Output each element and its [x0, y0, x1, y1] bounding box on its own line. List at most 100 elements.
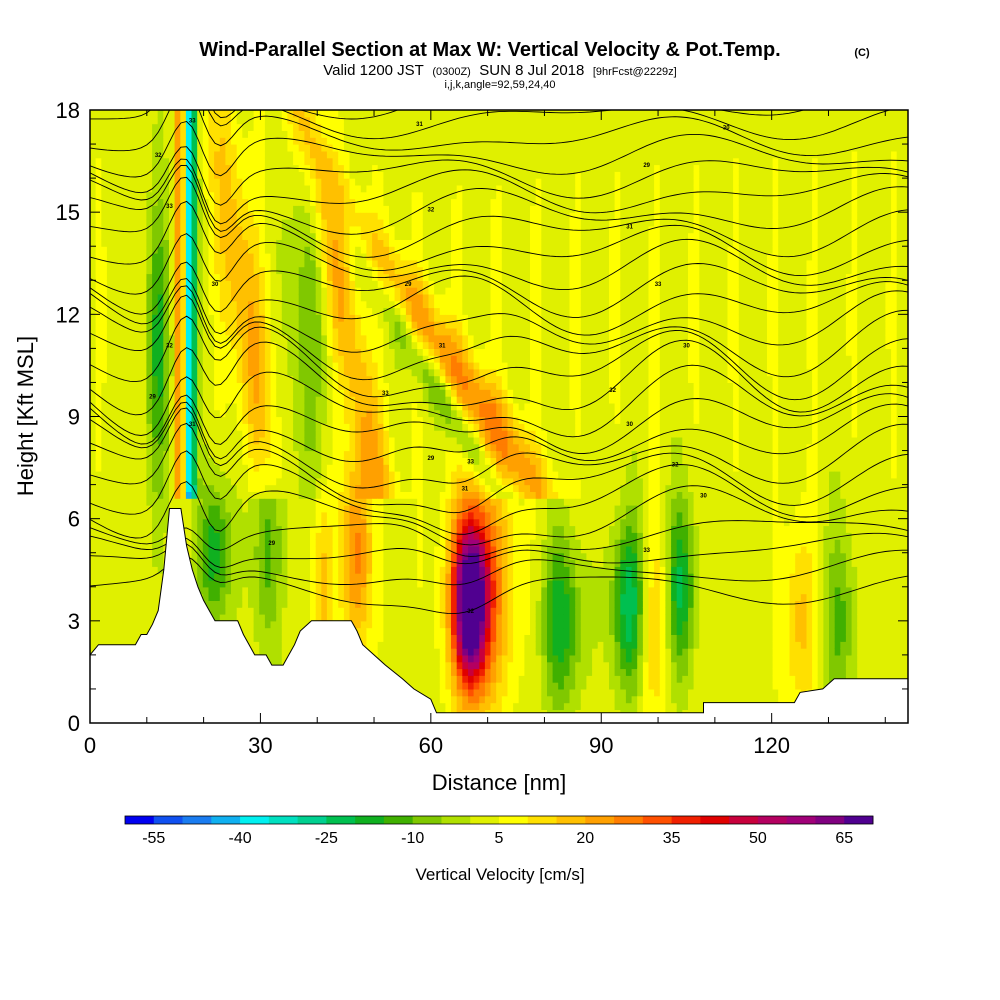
field-cell [394, 293, 401, 302]
field-cell [157, 375, 164, 383]
field-cell [355, 328, 362, 336]
field-cell [360, 586, 367, 595]
field-cell [90, 184, 97, 193]
field-cell [389, 130, 396, 138]
field-cell [259, 280, 266, 288]
field-cell [90, 307, 97, 315]
field-cell [355, 219, 362, 227]
field-cell [231, 505, 238, 513]
field-cell [112, 287, 119, 295]
field-cell [326, 334, 334, 343]
field-cell [146, 416, 153, 424]
field-cell [270, 634, 277, 642]
field-cell [360, 144, 367, 152]
field-cell [191, 178, 198, 186]
field-cell [264, 586, 272, 595]
field-cell [106, 110, 114, 118]
field-cell [219, 184, 226, 193]
field-cell [326, 116, 334, 125]
field-cell [343, 293, 351, 302]
field-cell [202, 416, 209, 424]
field-cell [242, 532, 249, 540]
field-cell [343, 307, 351, 315]
field-cell [343, 559, 351, 567]
field-cell [338, 532, 345, 540]
field-cell [304, 280, 311, 288]
field-cell [355, 232, 362, 240]
field-cell [372, 110, 379, 118]
field-cell [360, 498, 367, 506]
field-cell [180, 232, 187, 240]
field-cell [293, 171, 300, 179]
field-cell [315, 600, 322, 608]
field-cell [293, 566, 300, 574]
field-cell [264, 307, 272, 315]
field-cell [394, 280, 401, 288]
field-cell [310, 450, 317, 458]
field-cell [383, 314, 390, 322]
field-cell [90, 382, 97, 390]
field-cell [152, 137, 159, 145]
field-cell [242, 409, 249, 418]
field-cell [310, 457, 317, 465]
field-cell [383, 307, 390, 315]
field-cell [355, 586, 362, 595]
field-cell [219, 505, 226, 513]
field-cell [197, 484, 204, 492]
field-cell [236, 328, 243, 336]
field-cell [112, 511, 119, 520]
field-cell [315, 518, 322, 527]
field-cell [95, 375, 102, 383]
field-cell [152, 436, 159, 445]
field-cell [253, 511, 260, 520]
field-cell [123, 150, 130, 159]
field-cell [389, 116, 396, 125]
field-cell [355, 157, 362, 166]
field-cell [366, 253, 373, 261]
field-cell [253, 307, 260, 315]
field-cell [169, 321, 176, 329]
field-cell [202, 253, 209, 261]
field-cell [349, 545, 356, 554]
field-cell [394, 518, 401, 527]
field-cell [304, 110, 311, 118]
field-cell [236, 511, 243, 520]
field-cell [163, 287, 170, 295]
field-cell [90, 532, 97, 540]
field-cell [253, 552, 260, 561]
field-cell [236, 620, 243, 629]
field-cell [321, 491, 328, 499]
field-cell [321, 328, 328, 336]
field-cell [360, 225, 367, 234]
field-cell [372, 259, 379, 268]
field-cell [360, 402, 367, 411]
field-cell [372, 559, 379, 567]
field-cell [315, 178, 322, 186]
field-cell [248, 620, 255, 629]
field-cell [180, 457, 187, 465]
field-cell [310, 511, 317, 520]
field-cell [248, 184, 255, 193]
field-cell [112, 348, 119, 356]
field-cell [202, 287, 209, 295]
field-cell [321, 484, 328, 492]
field-cell [112, 171, 119, 179]
field-cell [276, 266, 283, 275]
field-cell [106, 627, 114, 635]
field-cell [118, 505, 125, 513]
field-cell [276, 532, 283, 540]
field-cell [349, 130, 356, 138]
field-cell [112, 443, 119, 452]
field-cell [394, 620, 401, 629]
field-cell [135, 491, 142, 499]
field-cell [332, 253, 339, 261]
field-cell [146, 539, 153, 547]
field-cell [332, 409, 339, 418]
field-cell [118, 334, 125, 343]
field-cell [332, 341, 339, 349]
field-cell [185, 341, 193, 349]
field-cell [157, 416, 164, 424]
field-cell [135, 586, 142, 595]
field-cell [219, 328, 226, 336]
field-cell [129, 573, 136, 581]
